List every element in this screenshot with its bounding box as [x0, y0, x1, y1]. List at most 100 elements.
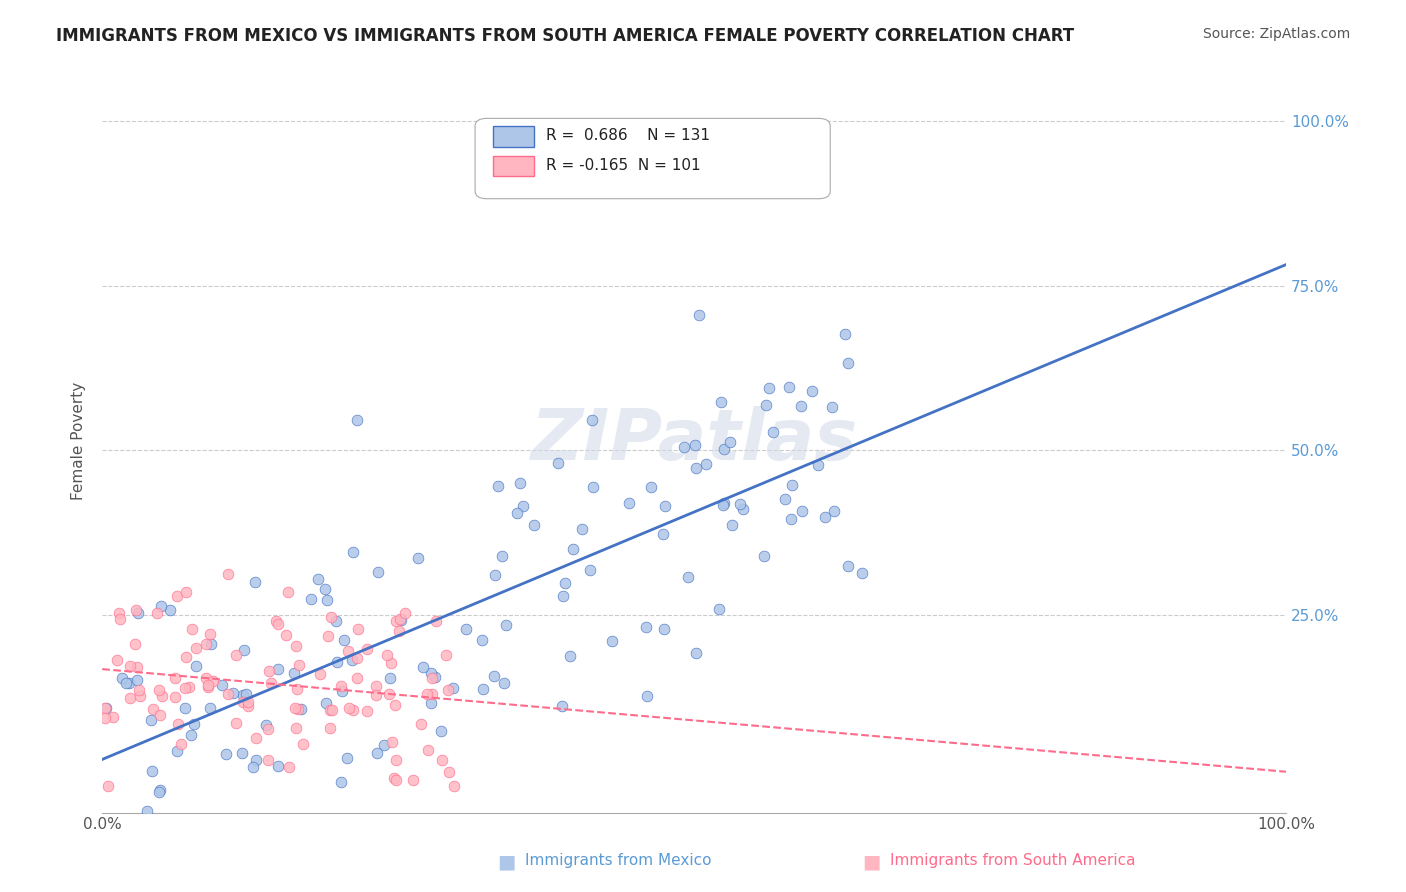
Point: [356, 642, 378, 657]
Point: [118, 676, 141, 690]
Point: [366, 746, 388, 760]
Point: [184, 659, 207, 673]
Point: [385, 772, 408, 787]
Point: [713, 442, 735, 457]
Y-axis label: Female Poverty: Female Poverty: [72, 382, 86, 500]
Point: [367, 565, 389, 579]
Point: [718, 434, 741, 449]
Point: [814, 509, 837, 524]
Point: [373, 738, 395, 752]
Point: [177, 680, 200, 694]
Point: [420, 666, 443, 681]
Point: [150, 599, 173, 613]
Point: [166, 744, 188, 758]
Point: [434, 648, 457, 662]
Text: Immigrants from South America: Immigrants from South America: [890, 854, 1135, 868]
Point: [709, 601, 731, 615]
Point: [314, 582, 336, 596]
Point: [441, 681, 464, 695]
Point: [423, 670, 446, 684]
Point: [238, 698, 260, 713]
Point: [420, 672, 443, 686]
Point: [309, 667, 332, 681]
Point: [277, 585, 299, 599]
Point: [232, 689, 254, 703]
Point: [307, 572, 329, 586]
Point: [551, 590, 574, 604]
Point: [640, 480, 662, 494]
Point: [713, 495, 735, 509]
Point: [418, 742, 440, 756]
Point: [267, 759, 290, 773]
Point: [430, 723, 453, 738]
Point: [170, 737, 193, 751]
FancyBboxPatch shape: [475, 119, 830, 199]
Point: [236, 695, 259, 709]
Point: [384, 753, 406, 767]
Point: [215, 747, 238, 761]
Point: [762, 425, 785, 440]
Point: [148, 783, 170, 797]
Point: [222, 685, 245, 699]
Point: [260, 676, 283, 690]
Point: [166, 717, 188, 731]
Point: [337, 701, 360, 715]
Point: [97, 779, 120, 793]
Point: [837, 356, 859, 370]
Point: [432, 753, 454, 767]
Text: ■: ■: [862, 852, 882, 871]
Text: Immigrants from Mexico: Immigrants from Mexico: [526, 854, 711, 868]
Point: [406, 551, 429, 566]
Point: [346, 651, 368, 665]
Point: [174, 681, 197, 695]
Point: [695, 458, 717, 472]
Point: [107, 606, 129, 620]
Point: [245, 753, 267, 767]
Point: [823, 503, 845, 517]
Point: [506, 506, 529, 520]
Point: [118, 658, 141, 673]
Point: [636, 690, 658, 704]
Point: [617, 496, 640, 510]
Point: [411, 717, 433, 731]
Point: [437, 764, 460, 779]
Point: [330, 775, 353, 789]
Point: [381, 735, 404, 749]
Point: [266, 662, 288, 676]
Point: [728, 497, 751, 511]
Point: [562, 542, 585, 557]
Point: [754, 549, 776, 564]
Point: [837, 559, 859, 574]
Point: [274, 628, 297, 642]
Point: [347, 622, 370, 636]
Point: [491, 549, 513, 563]
Point: [183, 717, 205, 731]
Point: [654, 500, 676, 514]
Point: [198, 626, 221, 640]
Point: [471, 633, 494, 648]
Point: [790, 504, 813, 518]
Point: [166, 589, 188, 603]
Point: [685, 438, 707, 452]
Point: [800, 384, 823, 398]
Point: [284, 721, 307, 735]
Point: [256, 754, 278, 768]
Point: [713, 498, 735, 512]
Point: [346, 412, 368, 426]
Point: [124, 637, 146, 651]
Point: [419, 696, 441, 710]
Point: [720, 518, 742, 533]
Point: [425, 615, 447, 629]
Point: [299, 591, 322, 606]
Point: [523, 518, 546, 533]
Point: [685, 646, 707, 660]
Point: [364, 688, 387, 702]
Point: [571, 522, 593, 536]
Point: [336, 644, 359, 658]
Point: [232, 695, 254, 709]
Point: [125, 603, 148, 617]
Point: [125, 660, 148, 674]
Point: [388, 612, 411, 626]
Point: [484, 568, 506, 582]
Point: [284, 700, 307, 714]
